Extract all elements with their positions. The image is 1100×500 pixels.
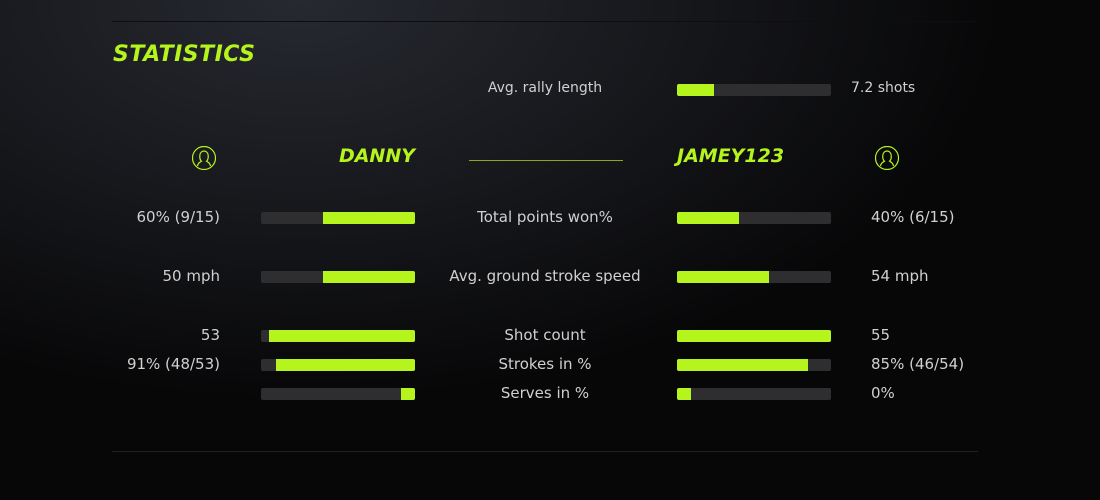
bar-fill	[276, 359, 415, 371]
bar-fill	[401, 388, 415, 400]
user-circle-icon	[875, 146, 899, 170]
right-stat-bar	[677, 388, 831, 400]
left-stat-bar	[261, 330, 415, 342]
left-stat-bar	[261, 359, 415, 371]
right-stat-value: 85% (46/54)	[871, 355, 965, 373]
stat-label: Strokes in %	[498, 355, 592, 373]
rally-value: 7.2 shots	[851, 80, 916, 96]
left-player-name: DANNY	[338, 145, 415, 167]
bar-fill	[677, 212, 739, 224]
left-stat-bar	[261, 271, 415, 283]
right-stat-value: 0%	[871, 384, 895, 402]
vs-divider	[469, 160, 623, 161]
stat-label: Total points won%	[477, 208, 613, 226]
right-stat-value: 55	[871, 326, 891, 344]
right-player-name: JAMEY123	[677, 145, 785, 167]
bar-fill	[677, 84, 714, 96]
bar-fill	[677, 271, 770, 283]
user-circle-icon	[192, 146, 216, 170]
left-stat-value: 91% (48/53)	[126, 355, 220, 373]
stat-label: Avg. ground stroke speed	[449, 267, 641, 285]
right-stat-bar	[677, 212, 831, 224]
rally-label: Avg. rally length	[487, 80, 603, 96]
bar-fill	[677, 388, 691, 400]
right-stat-bar	[677, 330, 831, 342]
left-stat-value: 60% (9/15)	[136, 208, 221, 226]
right-stat-bar	[677, 359, 831, 371]
bar-fill	[268, 330, 415, 342]
left-stat-value: 50 mph	[162, 267, 221, 285]
top-divider	[112, 21, 978, 22]
left-stat-bar	[261, 212, 415, 224]
bar-fill	[677, 330, 831, 342]
rally-bar	[677, 84, 831, 96]
left-stat-bar	[261, 388, 415, 400]
bar-fill	[322, 212, 415, 224]
stat-label: Shot count	[504, 326, 586, 344]
right-stat-value: 40% (6/15)	[871, 208, 955, 226]
right-stat-bar	[677, 271, 831, 283]
page-title: STATISTICS	[113, 42, 256, 67]
stat-label: Serves in %	[500, 384, 590, 402]
bar-fill	[322, 271, 415, 283]
right-stat-value: 54 mph	[871, 267, 929, 285]
left-stat-value: 53	[200, 326, 220, 344]
bottom-divider	[112, 451, 978, 452]
bar-fill	[677, 359, 808, 371]
